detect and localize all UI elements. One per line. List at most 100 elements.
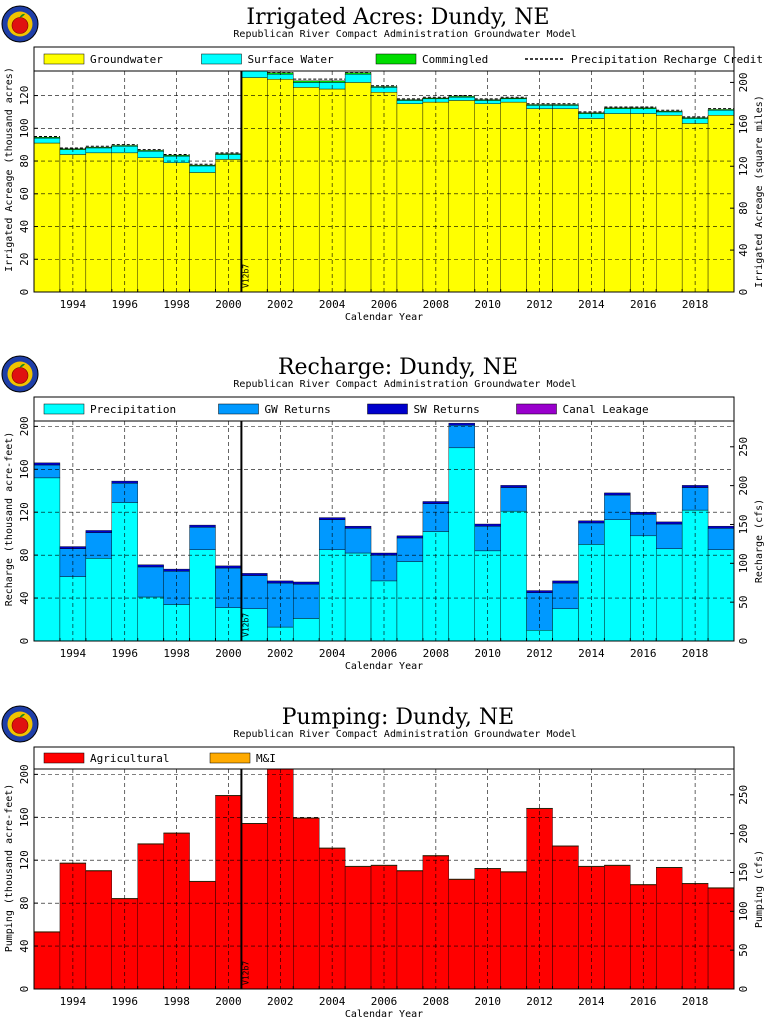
bar-sw-returns-2019 [707, 525, 735, 529]
x-tick-label: 1996 [111, 995, 138, 1008]
bar-agricultural-2015 [604, 865, 631, 990]
bar-gw-returns-2001 [241, 575, 268, 610]
bar-precipitation-1998 [163, 604, 190, 642]
bar-precipitation-2011 [500, 510, 527, 642]
bar-gw-returns-2015 [604, 494, 631, 520]
x-tick-label: 2018 [682, 647, 709, 660]
legend-swatch-surface-water [201, 53, 242, 65]
bar-groundwater-1994 [59, 154, 87, 293]
bar-m-i-2011 [500, 871, 527, 873]
y-tick-label: 80 [18, 897, 31, 910]
bar-agricultural-2005 [344, 866, 372, 990]
bar-m-i-2006 [370, 864, 398, 866]
x-tick-label: 1994 [60, 647, 87, 660]
bar-gw-returns-2016 [630, 514, 657, 537]
bar-groundwater-2015 [604, 113, 631, 293]
bar-surface-water-2011 [500, 98, 527, 103]
chart-subtitle: Republican River Compact Administration … [233, 29, 576, 40]
x-tick-label: 1998 [163, 647, 190, 660]
bar-surface-water-2013 [552, 105, 579, 109]
bar-precipitation-2009 [448, 447, 475, 642]
bar-agricultural-1999 [189, 881, 216, 990]
bar-gw-returns-2011 [500, 487, 527, 512]
legend-swatch-sw-returns [367, 403, 408, 415]
bar-precipitation-2007 [396, 561, 424, 642]
bar-sw-returns-2017 [656, 521, 683, 525]
logo-leaf [19, 363, 25, 368]
x-tick-label: 2014 [578, 995, 605, 1008]
x-tick-label: 1994 [60, 995, 87, 1008]
y-axis-label: Irrigated Acreage (thousand acres) [4, 67, 15, 272]
bar-gw-returns-2009 [448, 425, 475, 449]
x-tick-label: 1996 [111, 298, 138, 311]
x-tick-label: 2004 [319, 995, 346, 1008]
bar-gw-returns-2019 [707, 528, 735, 550]
x-tick-label: 2012 [526, 647, 553, 660]
bar-agricultural-2017 [656, 867, 683, 990]
bar-sw-returns-2013 [552, 580, 579, 584]
bar-groundwater-1996 [111, 152, 138, 293]
bar-surface-water-2017 [656, 111, 683, 116]
bar-precipitation-1993 [33, 477, 61, 642]
x-tick-label: 2000 [215, 647, 242, 660]
bar-commingled-2018 [681, 117, 709, 119]
legend-swatch-precipitation [43, 403, 85, 415]
x-tick-label: 2012 [526, 298, 553, 311]
y-right-tick-label: 100 [737, 901, 750, 921]
bar-groundwater-2007 [396, 103, 424, 293]
bar-commingled-1997 [137, 150, 164, 152]
logo-leaf [19, 713, 25, 718]
y-right-tick-label: 0 [737, 289, 750, 296]
x-tick-label: 2006 [371, 995, 398, 1008]
y-right-tick-label: 0 [737, 638, 750, 645]
y-right-tick-label: 50 [737, 596, 750, 609]
x-tick-label: 1996 [111, 647, 138, 660]
bar-surface-water-2009 [448, 96, 475, 101]
bar-m-i-2017 [656, 866, 683, 868]
bar-commingled-2015 [604, 107, 631, 109]
y-tick-label: 100 [18, 118, 31, 138]
bar-surface-water-2019 [707, 110, 735, 116]
x-tick-label: 1998 [163, 298, 190, 311]
legend-label: GW Returns [265, 403, 331, 416]
legend-label: Precipitation Recharge Credit Acreage [571, 53, 768, 66]
y-right-tick-label: 200 [737, 476, 750, 496]
bar-agricultural-2009 [448, 879, 475, 990]
bar-m-i-2019 [707, 887, 735, 889]
y-axis-label: Recharge (thousand acre-feet) [4, 432, 15, 607]
bar-groundwater-2001 [241, 77, 268, 293]
legend-label: M&I [256, 752, 276, 765]
chart-title: Irrigated Acres: Dundy, NE [246, 5, 549, 30]
x-axis-label: Calendar Year [345, 1009, 423, 1020]
bar-surface-water-1997 [137, 151, 164, 158]
bar-gw-returns-2017 [656, 523, 683, 549]
bar-agricultural-2014 [578, 866, 605, 990]
y-right-tick-label: 50 [737, 944, 750, 957]
legend-swatch-gw-returns [218, 403, 259, 415]
x-tick-label: 2004 [319, 298, 346, 311]
y-right-tick-label: 100 [737, 553, 750, 573]
legend: Precipitation GW Returns SW Returns Canal L… [33, 396, 735, 422]
bar-commingled-2008 [422, 97, 450, 100]
y-tick-label: 40 [18, 220, 31, 233]
bar-m-i-1993 [33, 931, 61, 933]
legend-swatch-commingled [375, 53, 417, 65]
bar-commingled-2012 [526, 104, 553, 106]
x-tick-label: 2008 [423, 647, 450, 660]
bar-gw-returns-2003 [293, 583, 320, 619]
y-right-axis-label: Irrigated Acreage (square miles) [754, 95, 765, 288]
bar-surface-water-2015 [604, 108, 631, 114]
x-tick-label: 2018 [682, 298, 709, 311]
bar-gw-returns-1993 [33, 464, 61, 479]
bar-commingled-2000 [215, 153, 242, 155]
legend-swatch-canal-leakage [516, 403, 557, 415]
bar-precipitation-1997 [137, 596, 164, 642]
y-right-axis-label: Pumping (cfs) [754, 850, 765, 928]
bar-surface-water-1993 [33, 137, 61, 144]
bar-m-i-2001 [241, 822, 268, 824]
bar-precipitation-1999 [189, 549, 216, 642]
x-tick-label: 2014 [578, 647, 605, 660]
y-tick-label: 160 [18, 459, 31, 479]
y-axis-label: Pumping (thousand acre-feet) [4, 784, 15, 953]
